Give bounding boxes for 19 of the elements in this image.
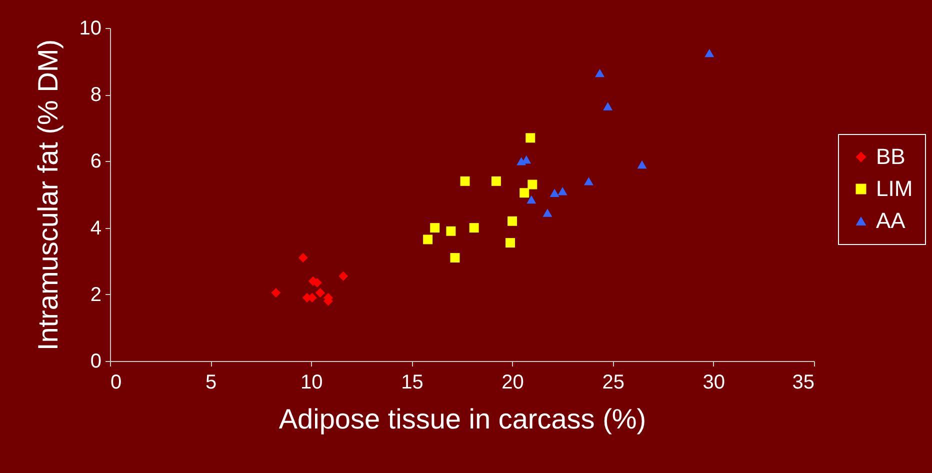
y-tick-label: 10 (79, 18, 102, 40)
x-tick-label: 35 (792, 372, 814, 394)
legend-label: BB (876, 144, 906, 169)
x-tick-label: 25 (602, 372, 624, 394)
y-tick-label: 0 (90, 350, 102, 372)
y-tick-label: 6 (90, 150, 102, 173)
y-tick-label: 2 (90, 284, 102, 306)
y-tick-label: 8 (90, 84, 102, 106)
y-axis-title: Intramuscular fat (% DM) (32, 39, 64, 351)
x-axis-title: Adipose tissue in carcass (%) (278, 404, 646, 434)
x-tick-label: 10 (300, 372, 323, 394)
x-tick-label: 0 (110, 372, 122, 394)
x-tick-label: 20 (502, 372, 524, 394)
x-tick-label: 15 (401, 372, 424, 394)
x-tick-label: 5 (206, 372, 217, 394)
y-tick-label: 4 (90, 217, 102, 240)
legend-label: LIM (876, 176, 913, 201)
legend-label: AA (876, 208, 906, 233)
x-tick-label: 30 (702, 372, 726, 394)
